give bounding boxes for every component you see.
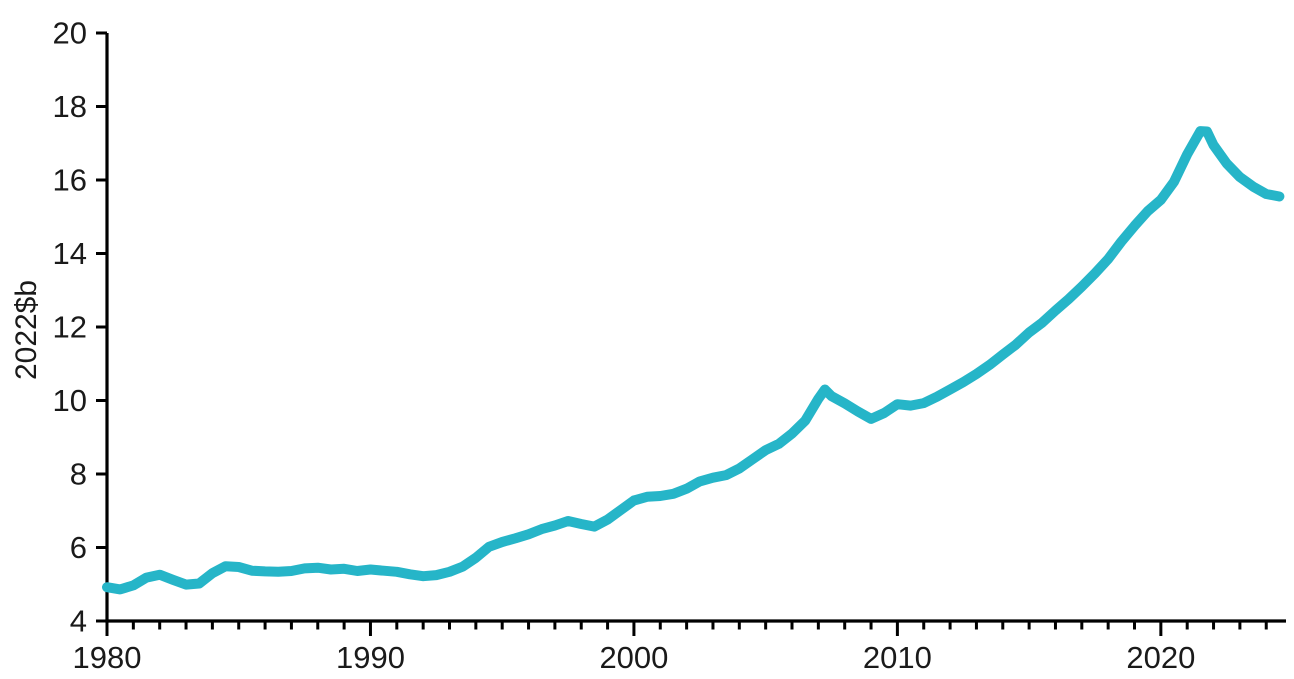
y-tick-label: 18 bbox=[53, 89, 87, 124]
y-tick-label: 20 bbox=[53, 16, 87, 51]
x-tick-label: 1990 bbox=[336, 640, 405, 675]
y-tick-label: 4 bbox=[70, 604, 87, 639]
x-tick-label: 2020 bbox=[1126, 640, 1195, 675]
x-tick-label: 2000 bbox=[599, 640, 668, 675]
y-tick-label: 12 bbox=[53, 310, 87, 345]
x-tick-label: 2010 bbox=[863, 640, 932, 675]
data-series-line bbox=[102, 126, 1285, 595]
y-tick-label: 14 bbox=[53, 236, 87, 271]
y-tick-label: 16 bbox=[53, 163, 87, 198]
y-tick-label: 10 bbox=[53, 383, 87, 418]
y-tick-label: 6 bbox=[70, 530, 87, 565]
y-tick-label: 8 bbox=[70, 457, 87, 492]
x-tick-label: 1980 bbox=[73, 640, 142, 675]
